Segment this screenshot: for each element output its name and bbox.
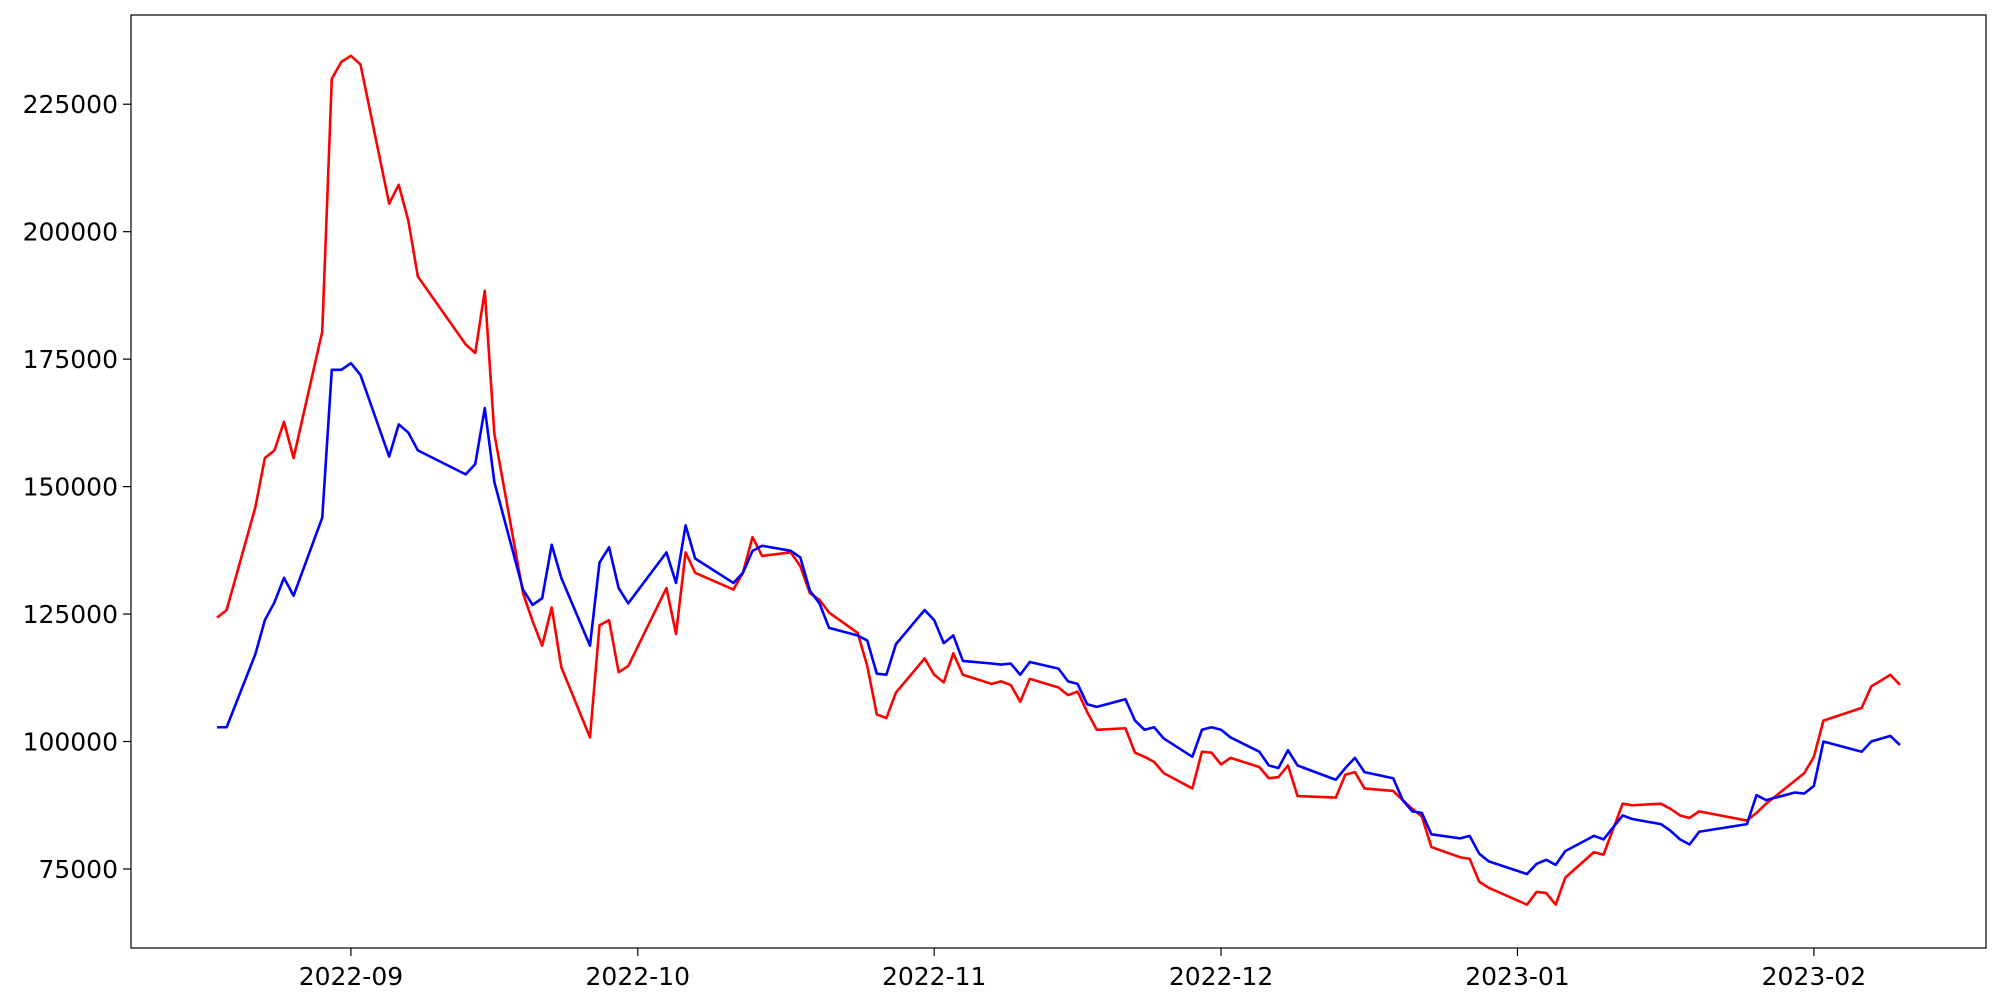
plot-frame	[130, 14, 1987, 949]
series-line	[216, 54, 1901, 906]
x-tick-label: 2023-02	[1762, 962, 1866, 991]
x-tick-label: 2022-11	[882, 962, 986, 991]
y-tick-label: 150000	[23, 473, 118, 502]
y-tick-label: 100000	[23, 728, 118, 757]
x-tick-label: 2022-10	[586, 962, 690, 991]
y-tick-label: 175000	[23, 345, 118, 374]
y-tick-label: 75000	[38, 855, 118, 884]
y-tick-label: 225000	[23, 90, 118, 119]
x-tick-label: 2022-12	[1169, 962, 1273, 991]
series-line	[217, 361, 1901, 876]
x-tick-label: 2023-01	[1465, 962, 1569, 991]
x-tick-label: 2022-09	[299, 962, 403, 991]
y-tick-label: 125000	[23, 600, 118, 629]
y-tick-label: 200000	[23, 218, 118, 247]
